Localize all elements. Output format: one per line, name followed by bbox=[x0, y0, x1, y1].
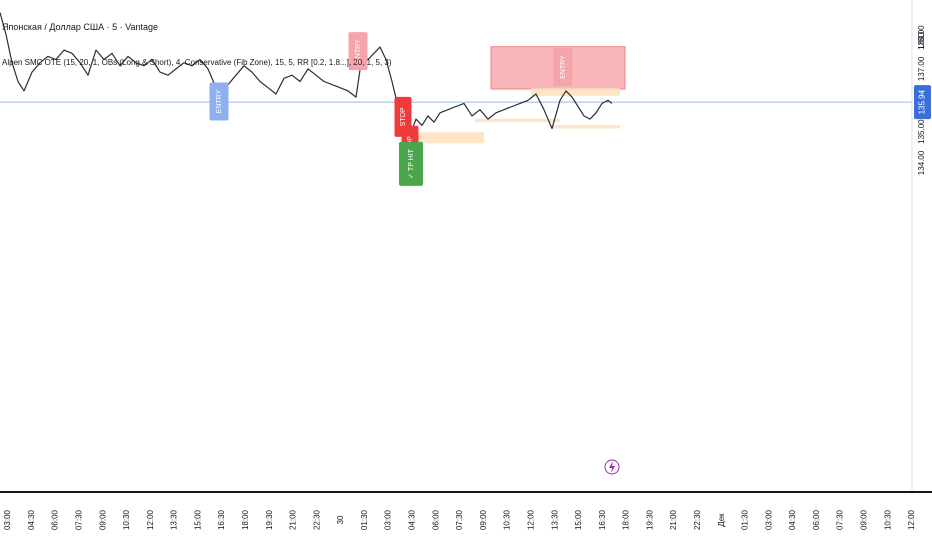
x-tick-label: 18:00 bbox=[622, 509, 631, 530]
x-tick-label: 09:00 bbox=[98, 509, 107, 530]
x-tick-label: 03:00 bbox=[3, 509, 12, 530]
x-tick-label: 07:30 bbox=[836, 509, 845, 530]
x-tick-label: 03:00 bbox=[764, 509, 773, 530]
x-tick-label: 04:30 bbox=[788, 509, 797, 530]
x-tick-label: 06:00 bbox=[812, 509, 821, 530]
x-tick-label: 01:30 bbox=[741, 509, 750, 530]
x-tick-label: 09:00 bbox=[860, 509, 869, 530]
x-tick-label: 19:30 bbox=[265, 509, 274, 530]
y-tick-label: 135.00 bbox=[917, 119, 926, 144]
x-tick-label: 22:30 bbox=[312, 509, 321, 530]
labels-layer: ENTRYENTRYENTRYSTOPSTOP✓ TP HIT bbox=[209, 32, 620, 475]
x-tick-label: 10:30 bbox=[122, 509, 131, 530]
event-bolt-icon bbox=[604, 459, 620, 475]
entry-short-2-box bbox=[553, 48, 573, 87]
x-tick-label: 13:30 bbox=[170, 509, 179, 530]
y-tick-label: 134.00 bbox=[917, 150, 926, 175]
stop-1-text: STOP bbox=[400, 107, 407, 126]
x-tick-label: 10:30 bbox=[503, 509, 512, 530]
x-tick-label: 15:00 bbox=[574, 509, 583, 530]
x-tick-label: 12:00 bbox=[907, 509, 916, 530]
symbol-title: Японская / Доллар США · 5 · Vantage bbox=[2, 22, 158, 32]
order-block-low bbox=[411, 132, 484, 144]
x-tick-label: 30 bbox=[336, 515, 345, 524]
tp-hit-label: ✓ TP HIT bbox=[399, 141, 423, 186]
tp-hit-text: ✓ TP HIT bbox=[408, 148, 415, 178]
entry-short-2-label: ENTRY bbox=[553, 48, 573, 87]
x-tick-label: 21:00 bbox=[669, 509, 678, 530]
x-tick-label: 09:00 bbox=[479, 509, 488, 530]
x-tick-label: 19:30 bbox=[645, 509, 654, 530]
x-tick-label: 12:00 bbox=[146, 509, 155, 530]
entry-short-1-box bbox=[348, 32, 368, 71]
x-tick-label: 18:00 bbox=[241, 509, 250, 530]
x-tick-label: 07:30 bbox=[455, 509, 464, 530]
x-tick-label: 07:30 bbox=[74, 509, 83, 530]
x-tick-label: 12:00 bbox=[526, 509, 535, 530]
indicator-legend[interactable]: Alpen SMC OTE (15, 20, 1, OBs (Long & Sh… bbox=[2, 58, 392, 67]
entry-long-label: ENTRY bbox=[209, 82, 229, 121]
price-series-0 bbox=[0, 12, 613, 136]
order-block-right bbox=[551, 125, 620, 129]
x-tick-label: 10:30 bbox=[883, 509, 892, 530]
entry-short-1-label: ENTRY bbox=[348, 32, 368, 71]
order-block-mid bbox=[475, 118, 560, 123]
y-tick-label: 137.00 bbox=[917, 56, 926, 81]
tp-hit-box bbox=[399, 141, 423, 186]
axes-layer: USD138.00137.00136.00135.00134.00135.940… bbox=[0, 0, 932, 530]
x-tick-label: 04:30 bbox=[408, 509, 417, 530]
x-tick-label: Дек bbox=[717, 513, 726, 527]
y-tick-label: 138.00 bbox=[917, 25, 926, 50]
current-price-label: 135.94 bbox=[918, 89, 927, 114]
entry-short-2-text: ENTRY bbox=[560, 55, 567, 79]
entry-short-1-text: ENTRY bbox=[355, 39, 362, 63]
entry-long-box bbox=[209, 82, 229, 121]
x-tick-label: 21:00 bbox=[289, 509, 298, 530]
event-bolt-glyph bbox=[609, 461, 615, 473]
x-tick-label: 04:30 bbox=[27, 509, 36, 530]
x-tick-label: 13:30 bbox=[550, 509, 559, 530]
price-layer bbox=[0, 12, 613, 136]
current-price-badge bbox=[914, 85, 931, 120]
x-tick-label: 15:00 bbox=[193, 509, 202, 530]
x-tick-label: 06:00 bbox=[51, 509, 60, 530]
x-tick-label: 01:30 bbox=[360, 509, 369, 530]
entry-long-text: ENTRY bbox=[216, 89, 223, 113]
x-tick-label: 16:30 bbox=[598, 509, 607, 530]
x-tick-label: 03:00 bbox=[384, 509, 393, 530]
x-tick-label: 06:00 bbox=[431, 509, 440, 530]
x-tick-label: 22:30 bbox=[693, 509, 702, 530]
order-block-top bbox=[531, 88, 620, 96]
x-tick-label: 16:30 bbox=[217, 509, 226, 530]
y-axis-unit: USD bbox=[917, 31, 926, 48]
